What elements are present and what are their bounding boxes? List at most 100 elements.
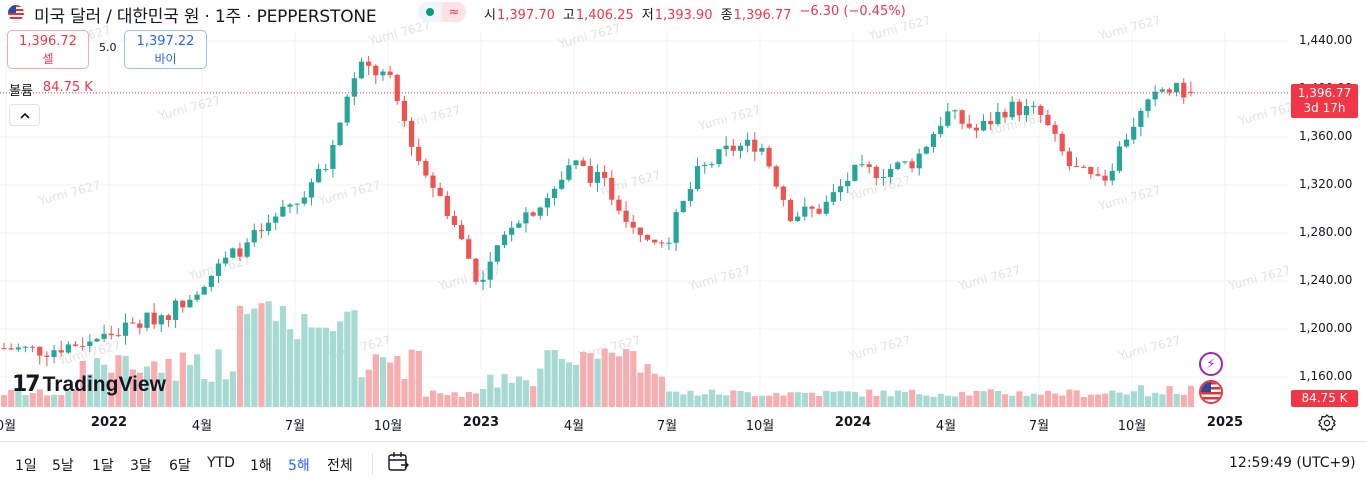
range-button[interactable]: 6달 [169,458,191,474]
candle-body [373,65,379,76]
candle-body [930,134,937,147]
candle-body [223,257,229,264]
range-button[interactable]: 1일 [15,458,37,474]
candle-body [966,123,972,128]
time-tick-label: 4월 [191,419,213,434]
candle-body [973,127,979,131]
candle-body [1116,146,1122,171]
volume-bar [587,353,594,407]
lightning-event-icon[interactable]: ⚡ [1199,352,1223,376]
sell-button[interactable]: 1,396.72 셀 [7,30,89,69]
volume-bar [1066,389,1073,407]
volume-bar [980,391,987,407]
volume-bar [8,389,15,407]
volume-bar [894,390,901,407]
volume-bar [201,378,208,407]
volume-value: 84.75 K [42,80,93,95]
volume-bar [58,395,65,407]
range-button[interactable]: 3달 [130,458,152,474]
volume-bar [215,349,222,407]
volume-bar [251,308,258,407]
candle-body [544,198,550,208]
volume-bar [1166,386,1173,407]
chart-grid [0,30,1290,407]
candle-body [616,199,622,211]
candle-body [1045,114,1051,126]
candle-body [730,145,736,151]
collapse-legend-button[interactable] [9,104,40,126]
volume-bar [372,354,379,407]
volume-bar [329,331,337,407]
volume-bar [837,391,844,407]
candle-body [344,96,350,123]
candle-body [122,322,129,336]
candle-body [130,322,136,324]
candle-body [902,161,908,163]
volume-series [1,301,1195,407]
range-button[interactable]: 1해 [250,458,272,474]
candle-body [237,248,243,257]
tradingview-logo[interactable]: 17 TradingView [12,372,166,397]
calendar-range-icon[interactable] [386,450,410,474]
volume-bar [208,381,215,407]
range-button[interactable]: 5날 [52,458,74,474]
bottom-toolbar: 1일 5날 1달 3달 6달 YTD 1해 5해 전체 12:59:49 (UTC+9) [0,441,1367,487]
candle-body [537,207,543,216]
volume-bar [229,371,236,407]
time-tick-label: 10월 [373,419,403,434]
volume-bar [1102,393,1109,407]
candle-body [1131,126,1137,140]
candle-body [1095,174,1101,176]
volume-bar [344,311,351,407]
candle-body [15,347,21,350]
volume-bar [1002,394,1009,407]
candle-body [1159,89,1165,92]
candle-body [845,180,851,187]
watermark-text: Yurni 7627 [956,263,1022,293]
volume-bar [909,389,916,407]
buy-button[interactable]: 1,397.22 바이 [124,30,207,69]
current-price-tag: 1,396.77 3d 17h [1291,84,1358,118]
range-button[interactable]: YTD [207,455,235,471]
volume-bar [129,369,136,407]
price-tick-label: 1,240.00 [1299,273,1353,287]
candle-body [766,147,772,167]
candle-body [487,261,493,280]
candle-body [280,206,286,217]
candle-body [1016,101,1022,116]
candle-body [258,230,264,232]
buy-price: 1,397.22 [136,34,195,49]
timezone-clock[interactable]: 12:59:49 (UTC+9) [1229,455,1356,471]
price-tick-label: 1,160.00 [1299,369,1353,383]
range-button[interactable]: 1달 [92,458,114,474]
us-economic-event-icon[interactable] [1199,380,1223,404]
candle-body [158,315,164,325]
candle-body [201,286,207,295]
candle-body [187,299,193,308]
candle-body [1059,133,1065,152]
symbol-title[interactable]: 미국 달러 / 대한민국 원 · 1주 · PEPPERSTONE [34,7,377,27]
range-button[interactable]: 5해 [288,458,310,474]
candle-body [873,166,879,178]
candle-body [687,189,693,201]
time-tick-label: 7월 [656,419,678,434]
candle-body [802,206,808,217]
volume-bar [165,358,172,407]
volume-bar [580,351,587,407]
price-tick-label: 1,360.00 [1299,129,1353,143]
candle-body [837,186,844,193]
range-button[interactable]: 전체 [327,458,353,474]
price-tick-label: 1,320.00 [1299,177,1353,191]
volume-bar [401,378,408,407]
time-tick-label: 4월 [935,419,957,434]
candle-body [437,187,443,196]
bar-countdown: 3d 17h [1303,101,1346,115]
candle-body [1138,110,1144,127]
candle-body [137,323,143,328]
volume-bar [901,392,909,407]
gear-icon[interactable] [1317,413,1337,433]
market-status-pill[interactable]: ≈ [418,2,466,22]
volume-bar [51,394,58,407]
delayed-data-icon: ≈ [442,2,466,22]
volume-bar [29,393,36,407]
